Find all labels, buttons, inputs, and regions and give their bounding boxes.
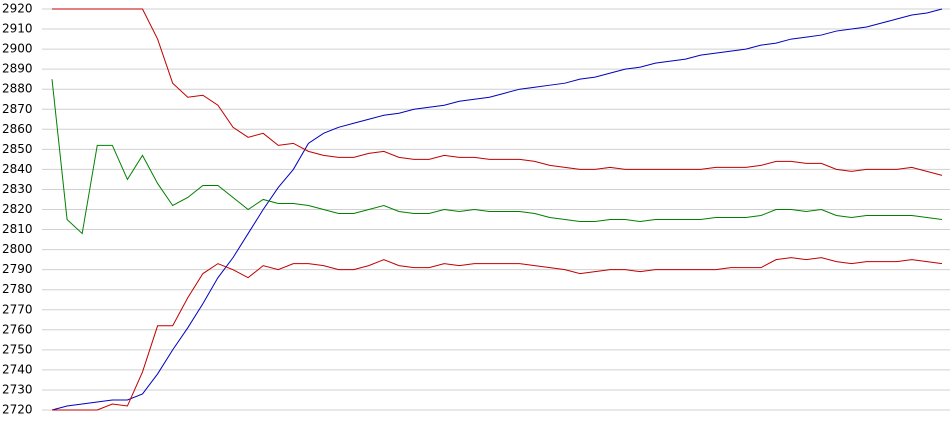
y-tick-label: 2770	[2, 302, 33, 316]
y-tick-label: 2780	[2, 282, 33, 296]
y-tick-label: 2910	[2, 22, 33, 36]
y-tick-label: 2800	[2, 242, 33, 256]
y-tick-label: 2810	[2, 222, 33, 236]
y-tick-label: 2730	[2, 382, 33, 396]
line-series	[52, 8, 943, 176]
line-series	[51, 79, 943, 235]
y-tick-label: 2820	[2, 202, 33, 216]
y-tick-label: 2740	[2, 362, 33, 376]
line-series	[51, 8, 943, 411]
y-tick-label: 2830	[2, 182, 33, 196]
y-tick-label: 2860	[2, 122, 33, 136]
y-tick-label: 2840	[2, 162, 33, 176]
y-tick-label: 2760	[2, 322, 33, 336]
y-tick-label: 2920	[2, 2, 33, 16]
y-tick-label: 2720	[2, 403, 33, 417]
line-series	[52, 257, 943, 411]
y-tick-label: 2890	[2, 62, 33, 76]
y-tick-label: 2870	[2, 102, 33, 116]
y-tick-label: 2790	[2, 262, 33, 276]
y-tick-label: 2880	[2, 82, 33, 96]
y-tick-label: 2900	[2, 42, 33, 56]
y-tick-label: 2750	[2, 342, 33, 356]
y-tick-label: 2850	[2, 142, 33, 156]
